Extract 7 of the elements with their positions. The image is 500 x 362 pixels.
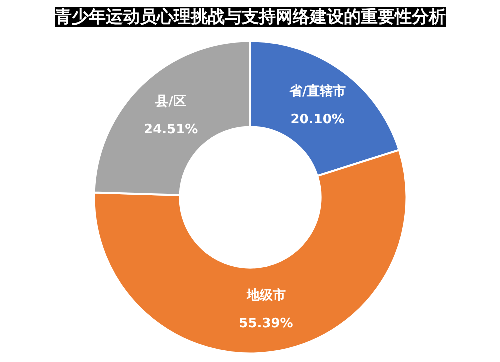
data-label: 20.10% xyxy=(290,112,345,128)
data-label: 24.51% xyxy=(144,122,198,138)
chart-title: 青少年运动员心理挑战与支持网络建设的重要性分析 xyxy=(54,8,446,28)
slice-label: 地级市 xyxy=(246,288,286,304)
slice-label: 省/直辖市 xyxy=(288,83,346,100)
slice-label: 县/区 xyxy=(154,94,186,110)
data-label: 55.39% xyxy=(239,316,294,332)
